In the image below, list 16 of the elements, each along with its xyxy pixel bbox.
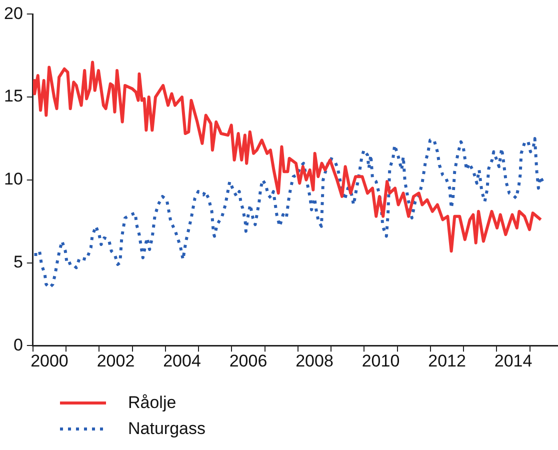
x-tick-label: 2002 [96,351,135,370]
legend-label: Naturgass [128,419,206,439]
x-tick-label: 2004 [163,351,201,370]
x-tick-label: 2000 [30,351,68,370]
y-tick-label: 5 [13,252,23,272]
x-tick-label: 2010 [362,351,400,370]
x-tick-label: 2008 [296,351,334,370]
y-tick-label: 15 [4,86,23,106]
y-tick-label: 20 [4,4,23,23]
y-tick-label: 10 [4,170,23,189]
x-tick-label: 2006 [229,351,268,370]
x-tick-label: 2014 [494,351,532,370]
x-tick-label: 2012 [428,351,466,370]
y-tick-label: 0 [13,335,23,354]
line-series [32,136,544,290]
legend-label: Råolje [128,393,176,413]
